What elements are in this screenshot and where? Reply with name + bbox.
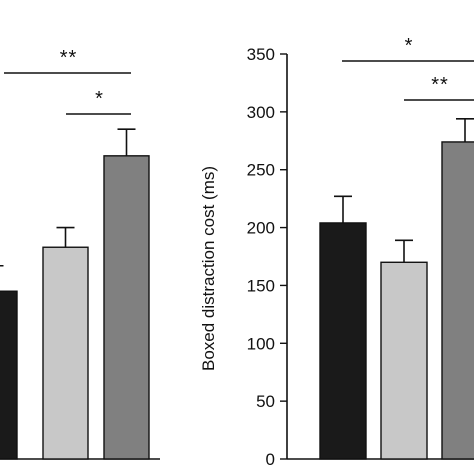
y-tick-label: 100: [247, 334, 275, 353]
y-tick-label: 0: [266, 450, 275, 469]
y-tick-label: 200: [247, 219, 275, 238]
significance-label: *: [95, 88, 104, 110]
bar: [0, 290, 18, 460]
significance-label: **: [431, 74, 449, 96]
right-chart-panel: 0 50 100 150 200 250 300 350 Boxed distraction c…: [199, 35, 474, 469]
bar: [380, 261, 428, 460]
bar: [441, 141, 474, 460]
bar: [103, 155, 150, 460]
y-tick-label: 150: [247, 276, 275, 295]
bar: [319, 222, 367, 460]
y-tick-label: 300: [247, 103, 275, 122]
y-axis-title: Boxed distraction cost (ms): [199, 166, 218, 371]
left-chart-panel: ***: [0, 47, 160, 460]
y-tick-label: 250: [247, 161, 275, 180]
significance-label: *: [405, 35, 414, 57]
y-tick-label: 350: [247, 45, 275, 64]
bar: [42, 246, 89, 460]
y-tick-label: 50: [256, 392, 275, 411]
significance-label: **: [60, 47, 78, 69]
